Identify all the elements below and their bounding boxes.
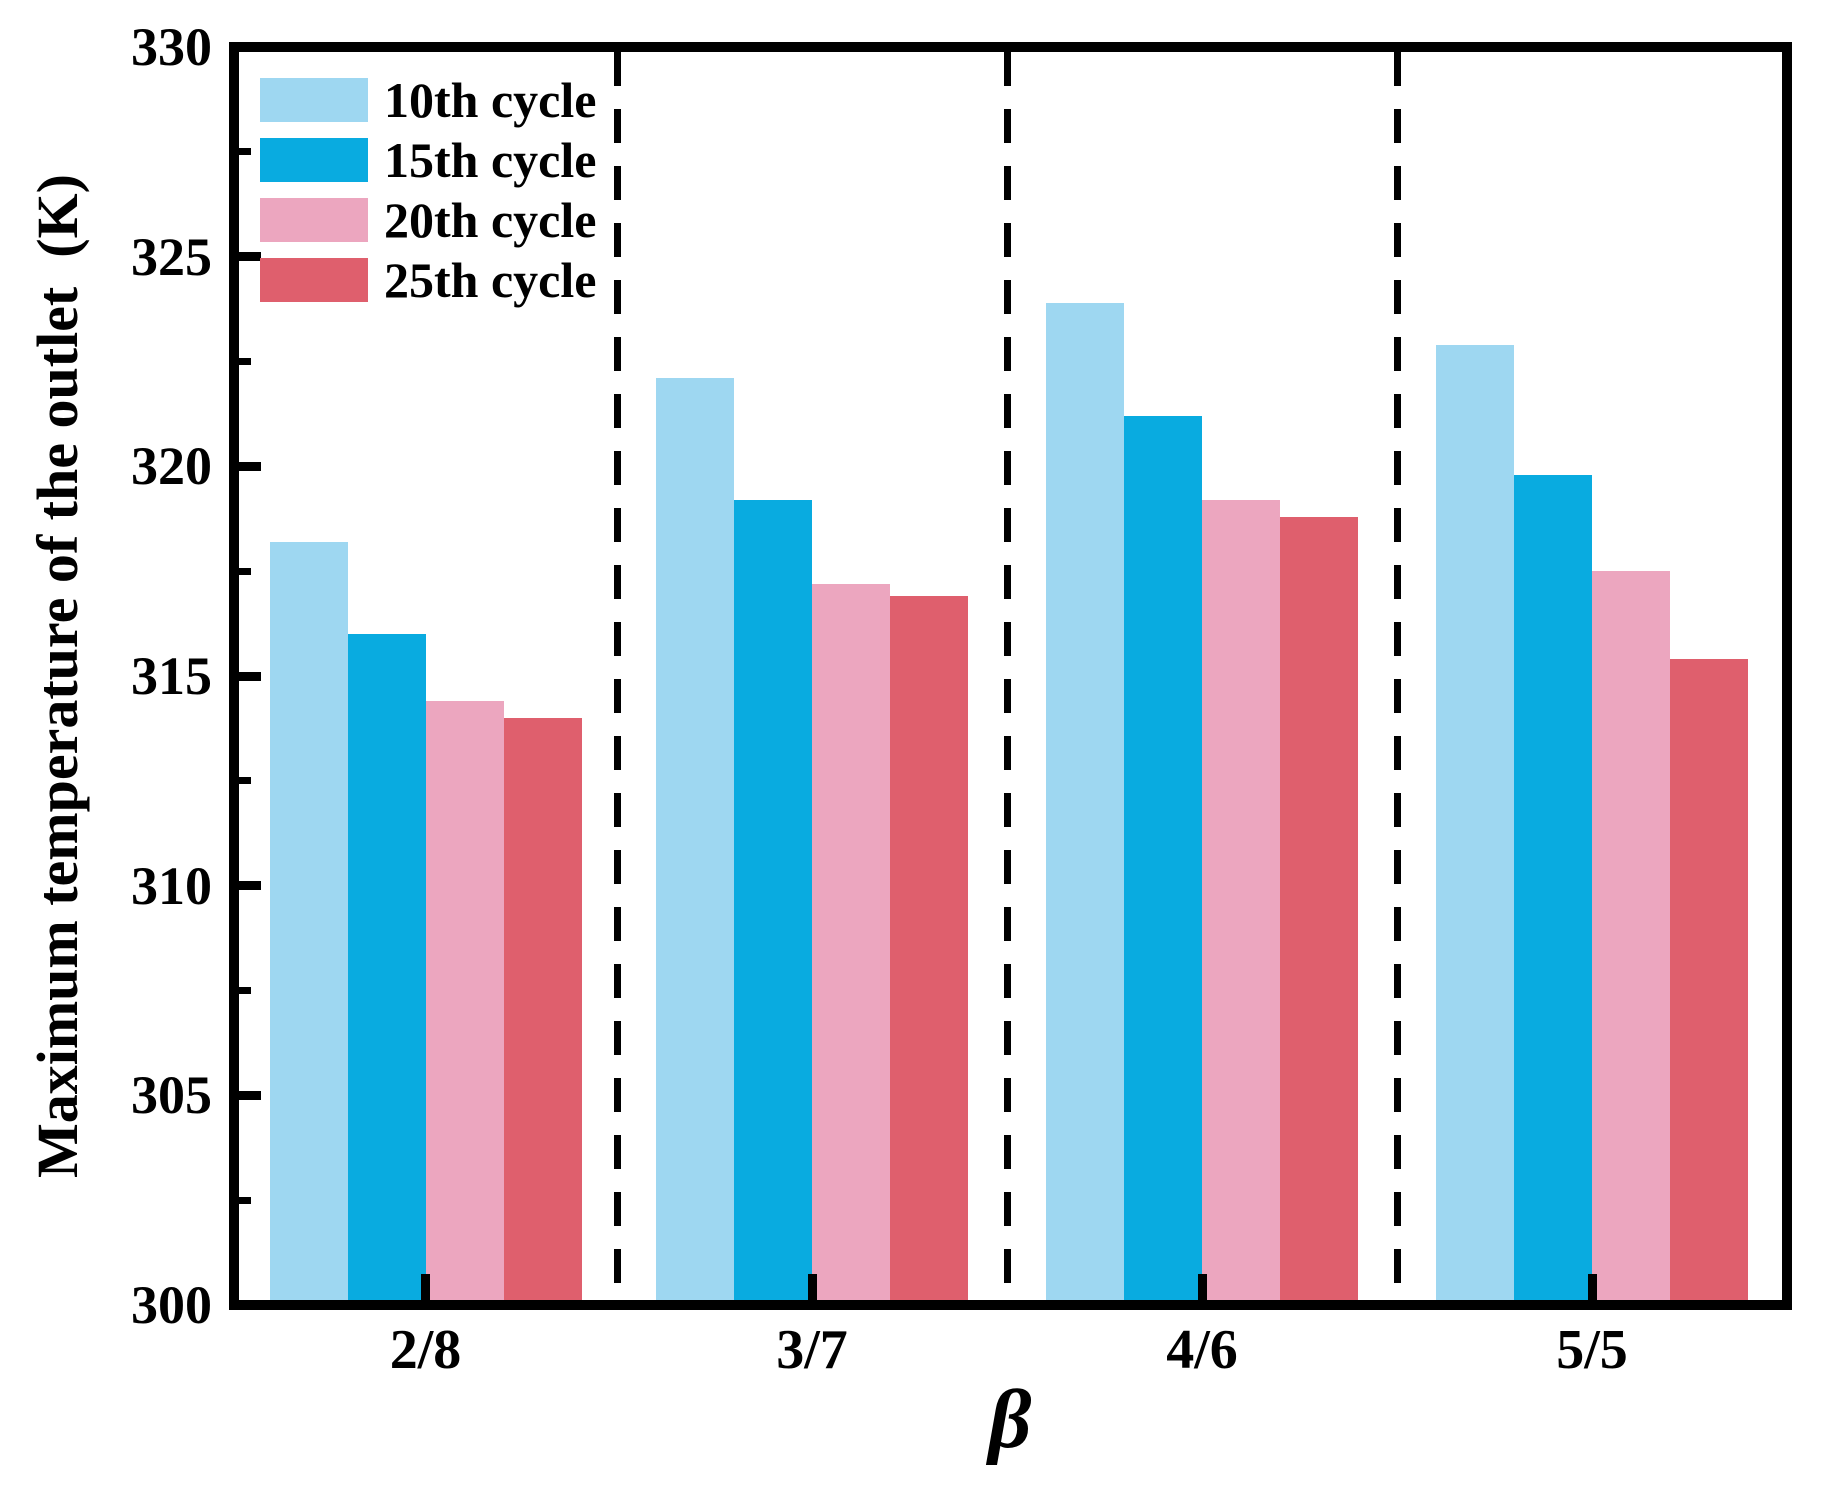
legend-item: 20th cycle [260,192,597,248]
legend-label: 25th cycle [384,252,597,308]
legend-item: 15th cycle [260,132,597,188]
y-minor-tick [239,358,251,365]
legend-label: 20th cycle [384,192,597,248]
legend-label: 15th cycle [384,132,597,188]
y-tick-labels: 330 325 320 315 310 305 300 [0,0,212,1493]
x-tick [421,1274,430,1300]
x-tick [1197,1274,1207,1300]
plot-frame [229,42,1792,1310]
legend-swatch [260,198,368,242]
x-category-label: 3/7 [776,1319,848,1381]
y-tick-label: 315 [131,646,212,706]
y-major-tick [239,1090,261,1100]
bar [1514,474,1592,1300]
y-major-tick [239,881,261,891]
y-major-tick [239,252,261,262]
bar [1436,344,1514,1300]
bar [1670,659,1748,1300]
y-major-tick [239,461,261,471]
bar [1124,416,1202,1300]
legend-item: 10th cycle [260,72,597,128]
y-minor-tick [239,987,251,994]
y-tick-label: 330 [131,17,212,77]
group-separator-line [1393,52,1401,1300]
y-minor-tick [239,1196,251,1204]
y-minor-tick [239,777,251,785]
legend-swatch [260,138,368,182]
y-tick-label: 300 [131,1275,212,1335]
x-category-label: 5/5 [1556,1319,1628,1381]
x-tick [1587,1274,1597,1300]
bar [425,701,504,1300]
x-category-label: 2/8 [389,1319,462,1381]
bar [1046,302,1124,1300]
plot-area: 10th cycle 15th cycle 20th cycle 25th cycle [239,52,1782,1300]
y-minor-tick [239,567,251,575]
bar [734,499,812,1300]
bar [812,583,890,1300]
legend-swatch [260,258,368,302]
y-tick-label: 305 [131,1065,212,1126]
group-separator-line [613,52,621,1300]
bar [890,596,968,1300]
legend: 10th cycle 15th cycle 20th cycle 25th cycle [260,72,597,318]
bar [269,541,348,1300]
y-major-tick [239,671,261,681]
bar [1202,499,1280,1300]
y-tick-label: 325 [131,226,212,287]
y-tick-label: 310 [131,855,212,916]
bar [656,378,734,1300]
legend-swatch [260,78,368,122]
bar [1280,516,1358,1300]
bar [503,717,582,1300]
x-axis-title: β [988,1373,1032,1466]
y-tick-label: 320 [131,436,212,497]
y-minor-tick [239,148,251,156]
legend-item: 25th cycle [260,252,597,308]
x-category-label: 4/6 [1166,1319,1238,1381]
group-separator-line [1003,52,1011,1300]
legend-label: 10th cycle [384,72,597,128]
bar [1592,571,1670,1300]
bar [347,634,426,1300]
x-tick [807,1274,817,1300]
